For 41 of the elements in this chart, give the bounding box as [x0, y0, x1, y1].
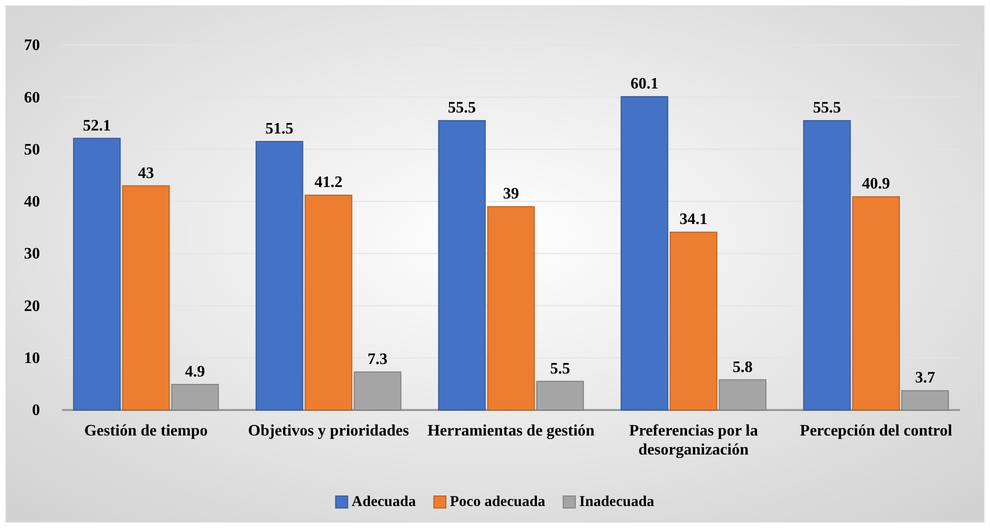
y-tick-label: 10	[24, 350, 40, 367]
data-label: 52.1	[82, 117, 111, 134]
x-tick-label: Herramientas de gestión	[427, 422, 595, 440]
legend-label: Inadecuada	[579, 494, 655, 510]
x-tick-label: Objetivos y prioridades	[248, 422, 409, 440]
bar	[670, 232, 718, 410]
bar	[73, 138, 121, 410]
bar	[487, 206, 535, 410]
data-label: 5.8	[732, 358, 753, 376]
bar	[304, 194, 352, 410]
data-label: 3.7	[915, 370, 936, 387]
x-tick-label: Preferencias por la desorganización	[629, 422, 758, 459]
data-label: 4.9	[185, 363, 206, 380]
x-tick-label: Gestión de tiempo	[84, 422, 208, 440]
data-label: 43	[138, 164, 154, 182]
x-tick-label: Percepción del control	[800, 422, 953, 440]
y-tick-label: 40	[24, 194, 40, 211]
bar	[438, 120, 486, 410]
data-label: 7.3	[368, 350, 388, 368]
bar	[803, 120, 851, 410]
y-tick-label: 70	[24, 37, 40, 54]
data-label: 39	[503, 186, 519, 203]
data-label: 51.5	[265, 120, 294, 138]
y-tick-label: 20	[24, 298, 40, 315]
y-tick-label: 30	[24, 246, 40, 263]
data-label: 60.1	[630, 76, 658, 93]
bar	[620, 96, 668, 410]
bar	[256, 140, 304, 410]
data-label: 40.9	[862, 176, 890, 193]
data-label: 41.2	[314, 174, 342, 192]
bar	[122, 185, 170, 410]
y-tick-label: 60	[24, 89, 40, 106]
legend-label: Poco adecuada	[450, 494, 546, 510]
data-label: 55.5	[448, 100, 476, 117]
bar	[852, 196, 900, 410]
y-tick-label: 0	[32, 402, 40, 420]
data-label: 5.5	[550, 360, 570, 378]
y-tick-label: 50	[24, 141, 40, 158]
legend-label: Adecuada	[352, 494, 416, 510]
data-label: 55.5	[812, 100, 841, 117]
data-label: 34.1	[680, 211, 708, 228]
